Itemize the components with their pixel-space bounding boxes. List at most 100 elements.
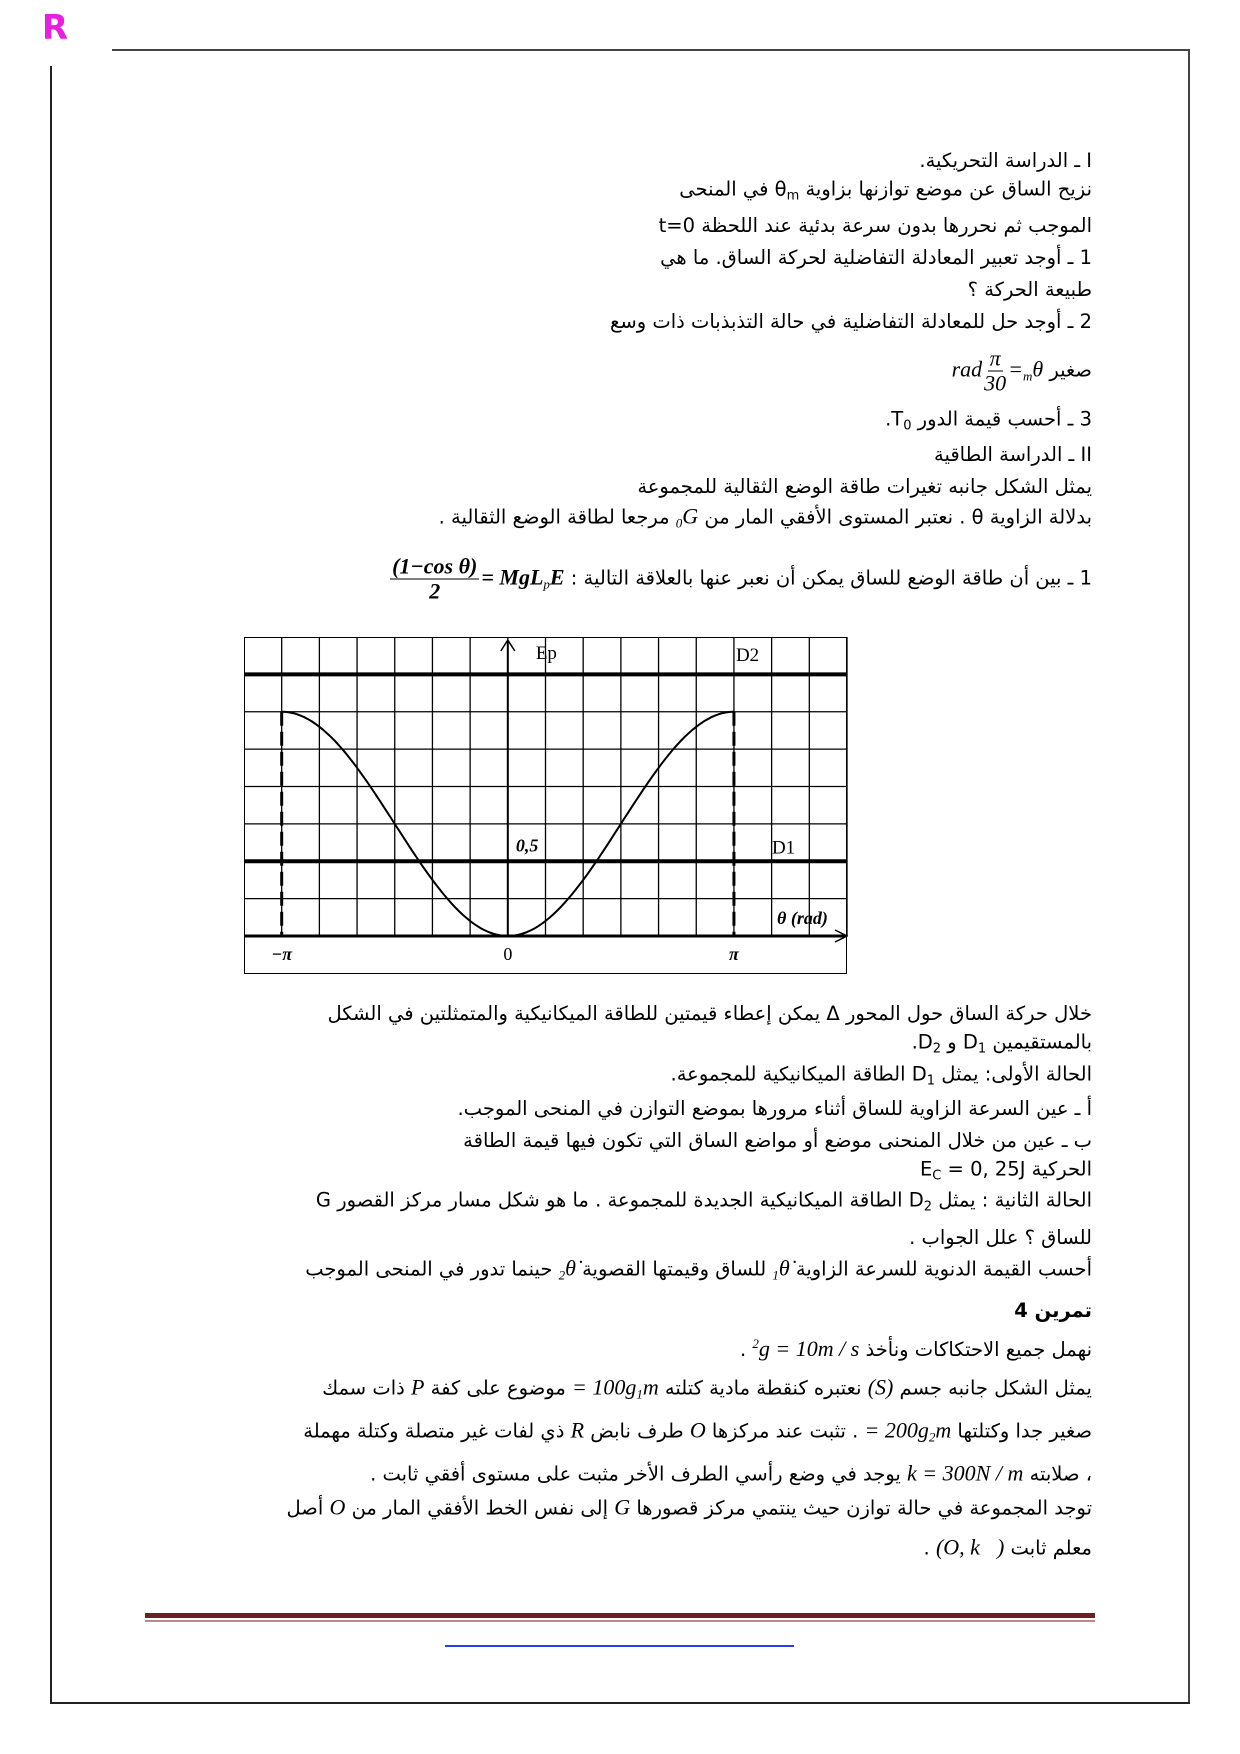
math: G — [614, 1494, 631, 1520]
denominator: 30 — [984, 370, 1007, 396]
text: الحالة الثانية : يمثل D — [908, 1188, 1092, 1212]
text: توجد المجموعة في حالة توازن حيث ينتمي مر… — [630, 1496, 1092, 1520]
text-line: للساق ؟ علل الجواب . — [909, 1224, 1092, 1252]
denominator: 2 — [429, 578, 441, 604]
text-line: الحالة الأولى: يمثل D1 الطاقة الميكانيكي… — [671, 1061, 1092, 1096]
text: II ـ الدراسة الطاقية — [933, 443, 1092, 466]
text: بالمستقيمين D — [962, 1030, 1092, 1054]
text-line: خلال حركة الساق حول المحور Δ يمكن إعطاء … — [327, 1000, 1092, 1028]
math: G — [682, 503, 699, 529]
text: أحسب القيمة الدنوية للسرعة الزاوية — [789, 1257, 1092, 1281]
text: . — [885, 407, 892, 431]
text: طرف نابض — [584, 1419, 690, 1443]
text-line: يمثل الشكل جانبه جسم (S) نعتبره كنقطة ما… — [322, 1374, 1092, 1409]
hline-label-d2: D2 — [736, 645, 759, 666]
text: أصل — [286, 1496, 330, 1520]
math: θ̇ — [565, 1255, 576, 1281]
x-tick-label: −π — [271, 944, 293, 964]
text: E — [919, 1157, 933, 1181]
text: الحركية — [1025, 1157, 1092, 1181]
math: m — [935, 1417, 952, 1443]
text: I ـ الدراسة التحريكية. — [919, 149, 1092, 172]
subscript: 0 — [903, 418, 912, 434]
text: صغير — [1043, 358, 1092, 382]
text: صغير جدا وكتلتها — [951, 1419, 1092, 1443]
text: T — [891, 407, 904, 431]
text-line: صغير θm = π 30 rad — [952, 345, 1092, 396]
header-rule — [112, 49, 1190, 51]
text-line: ، صلابته k = 300N / m يوجد في وضع رأسي ا… — [370, 1460, 1092, 1489]
math: P — [411, 1374, 425, 1400]
text-line: صغير جدا وكتلتها m2 = 200g . تثبت عند مر… — [303, 1417, 1092, 1452]
text-line: نهمل جميع الاحتكاكات ونأخذ g = 10m / s2 … — [740, 1330, 1092, 1364]
section-heading: تمرين 4 — [1014, 1297, 1092, 1325]
x-tick-label: π — [729, 944, 740, 964]
text: تمرين 4 — [1014, 1299, 1092, 1322]
text-line: الموجب ثم نحررها بدون سرعة بدئية عند الل… — [659, 212, 1092, 240]
x-axis-arrow — [834, 929, 848, 943]
footer-link-underline[interactable] — [445, 1645, 794, 1647]
text: في المنحى — [679, 177, 775, 201]
text: ، صلابته — [1023, 1462, 1092, 1486]
text-line: الحالة الثانية : يمثل D2 الطاقة الميكاني… — [316, 1187, 1092, 1222]
y-axis-arrow — [500, 638, 516, 652]
text: 3 ـ أحسب قيمة الدور — [911, 407, 1092, 431]
math: θ̇ — [778, 1255, 790, 1281]
ep-curve — [281, 710, 734, 938]
text-line: أحسب القيمة الدنوية للسرعة الزاوية θ̇1 ل… — [305, 1255, 1092, 1290]
logo: R — [41, 8, 69, 48]
subscript: C — [932, 1168, 942, 1184]
text-line: معلم ثابت (O, k⃗) . — [924, 1534, 1092, 1563]
math: m — [642, 1374, 659, 1400]
subscript: 1 — [636, 1386, 643, 1402]
text-line: طبيعة الحركة ؟ — [968, 276, 1092, 304]
math: k = 300N / m — [907, 1460, 1024, 1486]
text: الحالة الأولى: يمثل D — [911, 1062, 1092, 1086]
page-border-left — [50, 66, 52, 1703]
subscript: 0 — [675, 515, 683, 531]
text: خلال حركة الساق حول المحور Δ يمكن إعطاء … — [327, 1002, 1092, 1025]
x-axis-label: θ (rad) — [777, 908, 828, 929]
potential-energy-chart: D1 D2 −π 0 π 0,5 Ep θ (rad) — [244, 637, 848, 974]
subscript: p — [543, 576, 550, 592]
math: g = 10m / s — [758, 1336, 860, 1361]
subscript: 2 — [558, 1267, 566, 1283]
text: ذي لفات غير متصلة وكتلة مهملة — [303, 1419, 571, 1443]
y-tick-label: 0,5 — [516, 835, 539, 855]
text: يمثل الشكل جانبه جسم — [893, 1376, 1092, 1400]
math: = 100g — [571, 1374, 637, 1400]
text-line: الحركية EC = 0, 25J — [920, 1156, 1092, 1191]
text-line: II ـ الدراسة الطاقية — [934, 441, 1092, 469]
text: = 0, 25J — [941, 1157, 1026, 1181]
fraction: π 30 — [984, 345, 1007, 396]
page-border-bottom — [50, 1702, 1190, 1704]
math: θ — [1032, 356, 1044, 382]
text: ذات سمك — [322, 1376, 411, 1400]
text: . — [911, 1030, 918, 1054]
subscript: m — [786, 188, 800, 204]
math: O — [689, 1417, 706, 1443]
page-border-right — [1188, 50, 1190, 1703]
text: يمثل الشكل جانبه تغيرات طاقة الوضع الثقا… — [637, 475, 1092, 498]
text: الطاقة الميكانيكية للمجموعة. — [670, 1062, 912, 1086]
x-tick-label: 0 — [503, 944, 512, 964]
text: . تثبت عند مركزها — [705, 1419, 865, 1443]
numerator: π — [987, 345, 1003, 372]
y-axis-label: Ep — [536, 643, 557, 664]
footer-rule-thin — [145, 1620, 1095, 1622]
text: . — [739, 1338, 753, 1361]
math: E — [549, 564, 565, 590]
subscript: 1 — [926, 1073, 936, 1089]
subscript: 1 — [772, 1267, 779, 1283]
math: O — [329, 1494, 346, 1520]
math: (S) — [867, 1374, 894, 1400]
superscript: 2 — [752, 1336, 759, 1351]
fraction: (1−cos θ) 2 — [390, 553, 480, 604]
text: للساق وقيمتها القصوية — [575, 1257, 773, 1281]
text-line: 1 ـ أوجد تعبير المعادلة التفاضلية لحركة … — [660, 244, 1092, 272]
text: الطاقة الميكانيكية الجديدة للمجموعة . ما… — [315, 1188, 909, 1212]
text: و D — [917, 1030, 963, 1054]
text: . — [923, 1536, 936, 1560]
numerator: (1−cos θ) — [390, 553, 480, 580]
math: = 200g — [864, 1417, 929, 1443]
